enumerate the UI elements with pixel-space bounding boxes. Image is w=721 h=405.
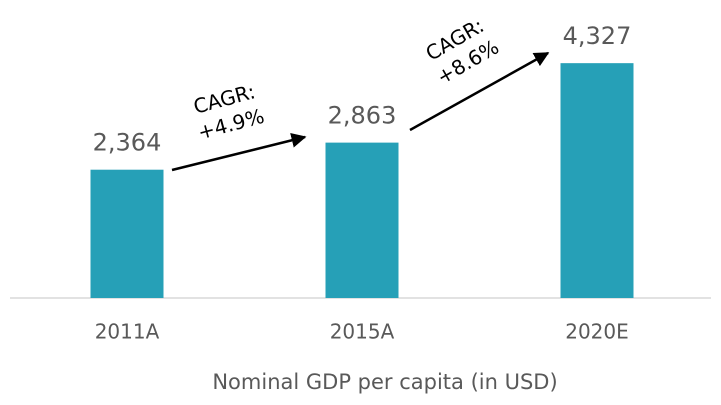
data-label: 2,863 (328, 102, 397, 130)
data-label: 2,364 (93, 129, 162, 157)
data-label: 4,327 (563, 22, 632, 50)
bar (90, 169, 164, 298)
x-tick-label: 2015A (330, 320, 395, 344)
annotation: CAGR: +8.6% (422, 13, 503, 89)
annotation: CAGR: +4.9% (191, 79, 267, 144)
x-tick-label: 2011A (95, 320, 160, 344)
x-tick-label: 2020E (565, 320, 629, 344)
x-axis-title: Nominal GDP per capita (in USD) (212, 370, 557, 394)
cagr-arrow (409, 51, 550, 132)
bar (560, 63, 634, 299)
bar (325, 142, 399, 298)
cagr-arrow (171, 132, 307, 172)
